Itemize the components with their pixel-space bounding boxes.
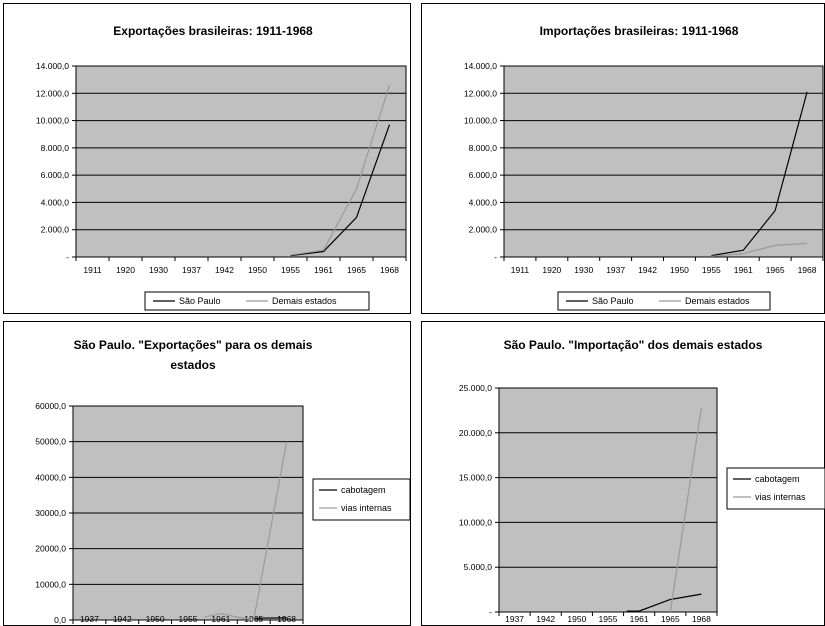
y-tick-label: 2.000,0 — [41, 225, 70, 235]
x-tick-label: 1950 — [146, 614, 165, 624]
y-tick-label: 15.000,0 — [459, 473, 492, 483]
y-tick-label: 14.000,0 — [464, 61, 497, 71]
x-tick-label: 1961 — [630, 614, 649, 624]
series-line-2 — [711, 242, 808, 257]
y-tick-label: 5.000,0 — [464, 562, 493, 572]
x-tick-label: 1961 — [314, 265, 333, 275]
x-tick-label: 1920 — [116, 265, 135, 275]
x-tick-label: 1911 — [83, 265, 102, 275]
x-tick-label: 1961 — [734, 265, 753, 275]
x-tick-label: 1930 — [574, 265, 593, 275]
x-tick-label: 1955 — [599, 614, 618, 624]
x-tick-label: 1961 — [211, 614, 230, 624]
y-tick-label: 12.000,0 — [36, 88, 69, 98]
legend-label: vias internas — [755, 492, 806, 502]
x-tick-label: 1950 — [670, 265, 689, 275]
y-tick-label: 8.000,0 — [469, 143, 498, 153]
x-tick-label: 1965 — [347, 265, 366, 275]
chart-sp-exportacoes-demais-estados: São Paulo. "Exportações" para os demais e… — [3, 321, 411, 626]
chart-title: São Paulo. "Exportações" para os demais — [74, 338, 313, 352]
x-tick-label: 1942 — [638, 265, 657, 275]
x-tick-label: 1937 — [606, 265, 625, 275]
x-tick-label: 1942 — [113, 614, 132, 624]
legend-label: Demais estados — [272, 296, 337, 306]
chart-title: Importações brasileiras: 1911-1968 — [540, 24, 739, 38]
chart-importacoes-brasileiras: Importações brasileiras: 1911-1968 - 2.000… — [421, 3, 825, 314]
legend-label: São Paulo — [179, 296, 221, 306]
chart-title: São Paulo. "Importação" dos demais estad… — [504, 338, 763, 352]
x-tick-label: 1911 — [511, 265, 530, 275]
legend-label: Demais estados — [685, 296, 750, 306]
y-tick-label: 8.000,0 — [41, 143, 70, 153]
legend-label: cabotagem — [341, 485, 386, 495]
chart-svg: São Paulo. "Exportações" para os demais e… — [3, 321, 411, 626]
x-tick-label: 1968 — [692, 614, 711, 624]
y-tick-label: 60000,0 — [35, 401, 66, 411]
chart-title: estados — [170, 358, 216, 372]
x-tick-label: 1937 — [505, 614, 524, 624]
x-tick-label: 1942 — [536, 614, 555, 624]
chart-sp-importacao-demais-estados: São Paulo. "Importação" dos demais estad… — [421, 321, 825, 626]
legend-box — [312, 478, 411, 521]
legend-label: cabotagem — [755, 474, 800, 484]
series-line-2 — [290, 84, 391, 256]
legend-label: vias internas — [341, 503, 392, 513]
x-tick-label: 1968 — [380, 265, 399, 275]
plot-area — [75, 65, 407, 258]
x-tick-label: 1950 — [567, 614, 586, 624]
y-tick-label: - — [489, 607, 492, 617]
x-tick-label: 1965 — [661, 614, 680, 624]
y-tick-label: 6.000,0 — [469, 170, 498, 180]
x-tick-label: 1937 — [182, 265, 201, 275]
y-tick-label: 2.000,0 — [469, 225, 498, 235]
y-tick-label: 4.000,0 — [469, 197, 498, 207]
y-tick-label: 14.000,0 — [36, 61, 69, 71]
series-line-2 — [204, 441, 288, 621]
x-tick-label: 1920 — [542, 265, 561, 275]
y-tick-label: 4.000,0 — [41, 197, 70, 207]
legend-box — [726, 467, 825, 510]
y-tick-label: 0,0 — [54, 615, 66, 625]
x-tick-label: 1968 — [798, 265, 817, 275]
x-tick-label: 1950 — [248, 265, 267, 275]
y-tick-label: 10000,0 — [35, 579, 66, 589]
y-tick-label: 40000,0 — [35, 472, 66, 482]
x-tick-label: 1942 — [215, 265, 234, 275]
series-line-2 — [669, 407, 702, 613]
y-tick-label: - — [66, 252, 69, 262]
x-tick-label: 1955 — [281, 265, 300, 275]
legend-label: São Paulo — [592, 296, 634, 306]
series-line-1 — [290, 124, 391, 257]
chart-svg: Importações brasileiras: 1911-1968 - 2.000… — [421, 3, 825, 314]
y-tick-label: 6.000,0 — [41, 170, 70, 180]
plot-area — [498, 387, 718, 613]
y-tick-label: 30000,0 — [35, 508, 66, 518]
plot-area — [503, 65, 824, 258]
x-tick-label: 1955 — [179, 614, 198, 624]
y-tick-label: - — [494, 252, 497, 262]
x-tick-label: 1930 — [149, 265, 168, 275]
y-tick-label: 20000,0 — [35, 544, 66, 554]
y-tick-label: 10.000,0 — [459, 517, 492, 527]
y-tick-label: 20.000,0 — [459, 428, 492, 438]
chart-svg: São Paulo. "Importação" dos demais estad… — [421, 321, 825, 626]
x-tick-label: 1968 — [277, 614, 296, 624]
y-tick-label: 25.000,0 — [459, 383, 492, 393]
y-tick-label: 10.000,0 — [36, 116, 69, 126]
series-line-1 — [711, 91, 808, 257]
x-tick-label: 1965 — [766, 265, 785, 275]
chart-title: Exportações brasileiras: 1911-1968 — [113, 24, 313, 38]
chart-exportacoes-brasileiras: Exportações brasileiras: 1911-1968 - 2.000… — [3, 3, 411, 314]
chart-svg: Exportações brasileiras: 1911-1968 - 2.000… — [3, 3, 411, 314]
series-line-1 — [626, 593, 702, 612]
x-tick-label: 1955 — [702, 265, 721, 275]
y-tick-label: 50000,0 — [35, 437, 66, 447]
x-tick-label: 1937 — [80, 614, 99, 624]
y-tick-label: 10.000,0 — [464, 116, 497, 126]
y-tick-label: 12.000,0 — [464, 88, 497, 98]
